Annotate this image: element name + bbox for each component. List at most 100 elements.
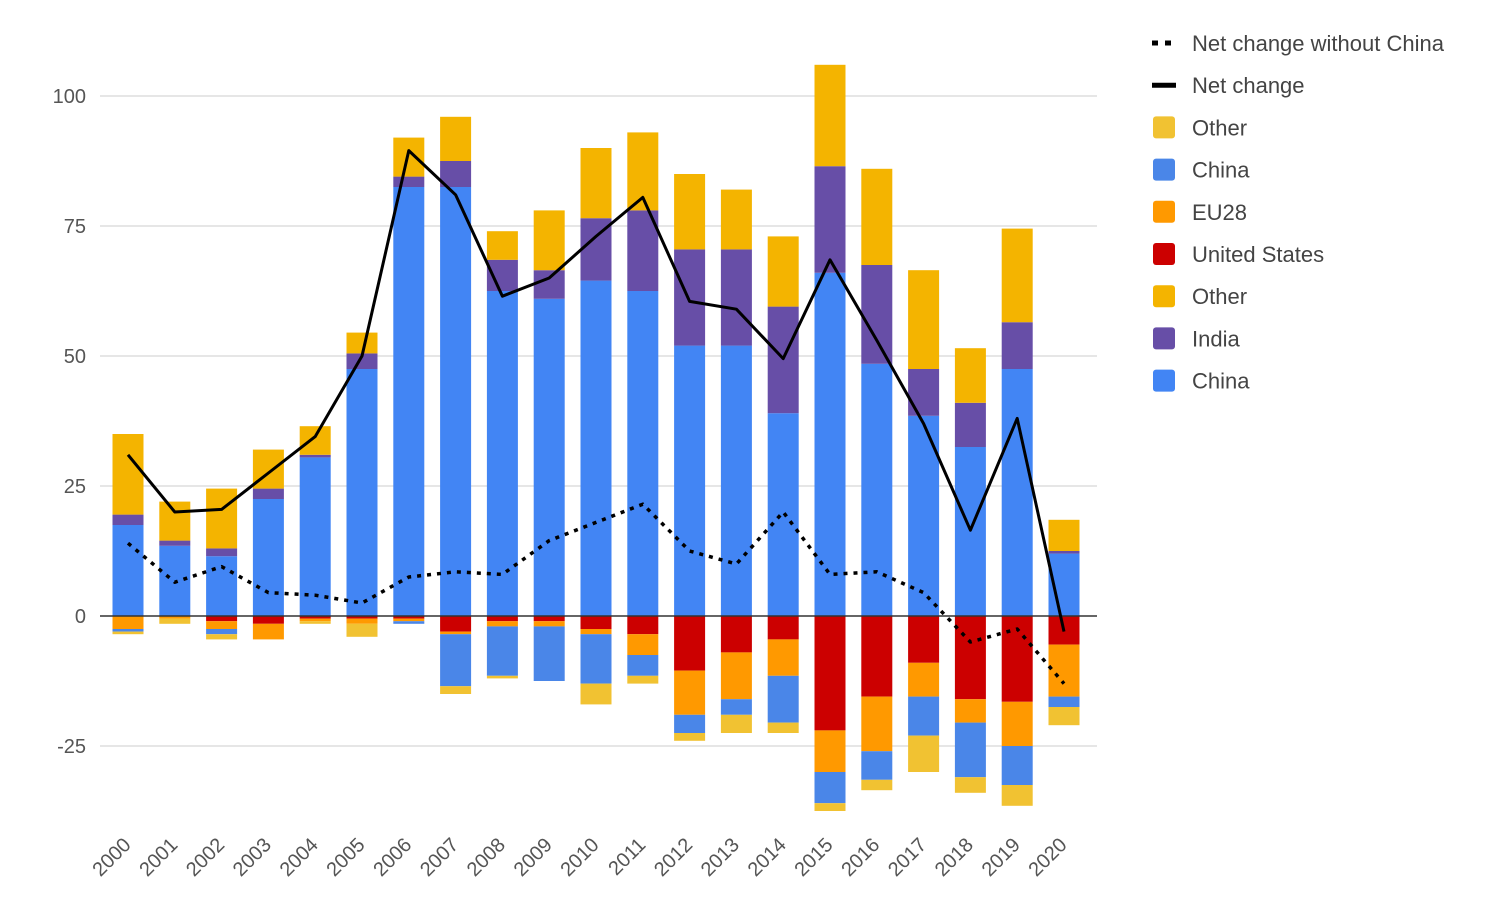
bar-other-2016 <box>861 168 893 265</box>
bar-neg-united-states-2017 <box>908 616 940 663</box>
bar-neg-other-2017 <box>908 735 940 772</box>
bar-neg-other-2013 <box>720 714 752 733</box>
bar-neg-eu28-2017 <box>908 662 940 697</box>
bar-neg-united-states-2004 <box>299 616 331 619</box>
bar-neg-china-2007 <box>440 634 472 687</box>
bar-china-2005 <box>346 369 378 616</box>
x-tick-label: 2016 <box>837 834 884 881</box>
legend-label: Other <box>1192 115 1247 140</box>
bar-neg-united-states-2013 <box>720 616 752 653</box>
legend-swatch <box>1153 243 1175 265</box>
x-tick-label: 2010 <box>557 834 604 881</box>
bar-neg-other-2020 <box>1048 707 1080 726</box>
bar-other-2008 <box>486 231 518 260</box>
y-tick-label: 50 <box>64 346 86 368</box>
bar-neg-china-2017 <box>908 696 940 736</box>
legend-item-other: Other <box>1153 115 1247 140</box>
bar-neg-united-states-2006 <box>393 616 425 619</box>
legend-label: EU28 <box>1192 200 1247 225</box>
bar-other-2019 <box>1001 228 1033 323</box>
legend-label: China <box>1192 158 1250 183</box>
bar-neg-other-2008 <box>486 675 518 679</box>
bar-china-2008 <box>486 291 518 616</box>
bar-neg-china-2011 <box>627 655 659 676</box>
bar-china-2016 <box>861 363 893 616</box>
legend-swatch <box>1153 116 1175 139</box>
bar-india-2007 <box>440 161 472 187</box>
bar-other-2018 <box>954 348 986 403</box>
bar-neg-united-states-2014 <box>767 616 799 640</box>
bar-neg-other-2007 <box>440 686 472 694</box>
bar-china-2004 <box>299 457 331 616</box>
bar-neg-eu28-2010 <box>580 629 612 635</box>
bar-neg-united-states-2010 <box>580 616 612 629</box>
x-tick-label: 2015 <box>791 834 838 881</box>
bar-neg-united-states-2007 <box>440 616 472 632</box>
legend-item-net-change-without-china: Net change without China <box>1152 31 1445 56</box>
legend-swatch <box>1153 200 1175 223</box>
bar-neg-china-2010 <box>580 634 612 684</box>
bar-layer <box>112 64 1080 811</box>
x-tick-label: 2003 <box>229 834 276 881</box>
bar-china-2019 <box>1001 369 1033 616</box>
bar-neg-united-states-2005 <box>346 616 378 619</box>
bar-india-2019 <box>1001 322 1033 369</box>
y-tick-label: 0 <box>75 606 86 628</box>
legend-swatch <box>1153 327 1175 350</box>
bar-india-2009 <box>533 270 565 299</box>
x-tick-label: 2000 <box>89 834 136 881</box>
bar-neg-other-2005 <box>346 623 378 637</box>
bar-india-2020 <box>1048 551 1080 554</box>
legend-label: India <box>1192 326 1240 351</box>
bar-india-2018 <box>954 402 986 447</box>
x-tick-label: 2020 <box>1025 834 1072 881</box>
bar-neg-other-2015 <box>814 803 846 811</box>
bar-india-2006 <box>393 176 425 187</box>
bar-other-2000 <box>112 434 144 515</box>
bar-neg-united-states-2003 <box>252 616 284 624</box>
bar-other-2004 <box>299 426 331 455</box>
bar-india-2001 <box>159 540 191 546</box>
bar-neg-china-2000 <box>112 629 144 632</box>
bar-neg-other-2011 <box>627 675 659 684</box>
bar-neg-other-2012 <box>674 733 706 741</box>
legend-label: United States <box>1192 242 1324 267</box>
bar-neg-eu28-2018 <box>954 699 986 723</box>
bar-neg-eu28-2015 <box>814 730 846 772</box>
line-net-change <box>126 149 1066 632</box>
bar-neg-china-2014 <box>767 675 799 723</box>
bar-india-2002 <box>206 548 238 557</box>
bar-neg-other-2002 <box>206 634 238 640</box>
y-tick-label: -25 <box>57 736 86 758</box>
bar-india-2012 <box>674 249 706 346</box>
bar-neg-other-2001 <box>159 618 191 624</box>
bar-neg-china-2009 <box>533 626 565 681</box>
bar-neg-eu28-2004 <box>299 618 331 622</box>
bar-neg-eu28-2005 <box>346 618 378 624</box>
bar-neg-eu28-2012 <box>674 670 706 715</box>
line-layer <box>126 149 1066 685</box>
x-tick-label: 2019 <box>978 834 1025 881</box>
legend-item-india: India <box>1153 326 1240 351</box>
bar-neg-china-2012 <box>674 714 706 733</box>
bar-china-2012 <box>674 345 706 616</box>
bar-china-2013 <box>720 345 752 616</box>
legend-item-united-states: United States <box>1153 242 1324 267</box>
x-tick-label: 2002 <box>182 834 229 881</box>
bar-neg-china-2018 <box>954 722 986 778</box>
legend-swatch <box>1153 285 1175 308</box>
bar-other-2010 <box>580 148 612 219</box>
x-tick-label: 2014 <box>744 834 791 881</box>
x-tick-label: 2018 <box>931 834 978 881</box>
bar-neg-united-states-2016 <box>861 616 893 697</box>
x-tick-label: 2009 <box>510 834 557 881</box>
bar-china-2000 <box>112 525 144 616</box>
bar-neg-united-states-2018 <box>954 616 986 700</box>
bar-neg-china-2013 <box>720 699 752 715</box>
bar-other-2009 <box>533 210 565 271</box>
bar-neg-other-2010 <box>580 683 612 705</box>
x-tick-label: 2008 <box>463 834 510 881</box>
bar-neg-other-2018 <box>954 777 986 793</box>
bar-other-2002 <box>206 488 238 549</box>
